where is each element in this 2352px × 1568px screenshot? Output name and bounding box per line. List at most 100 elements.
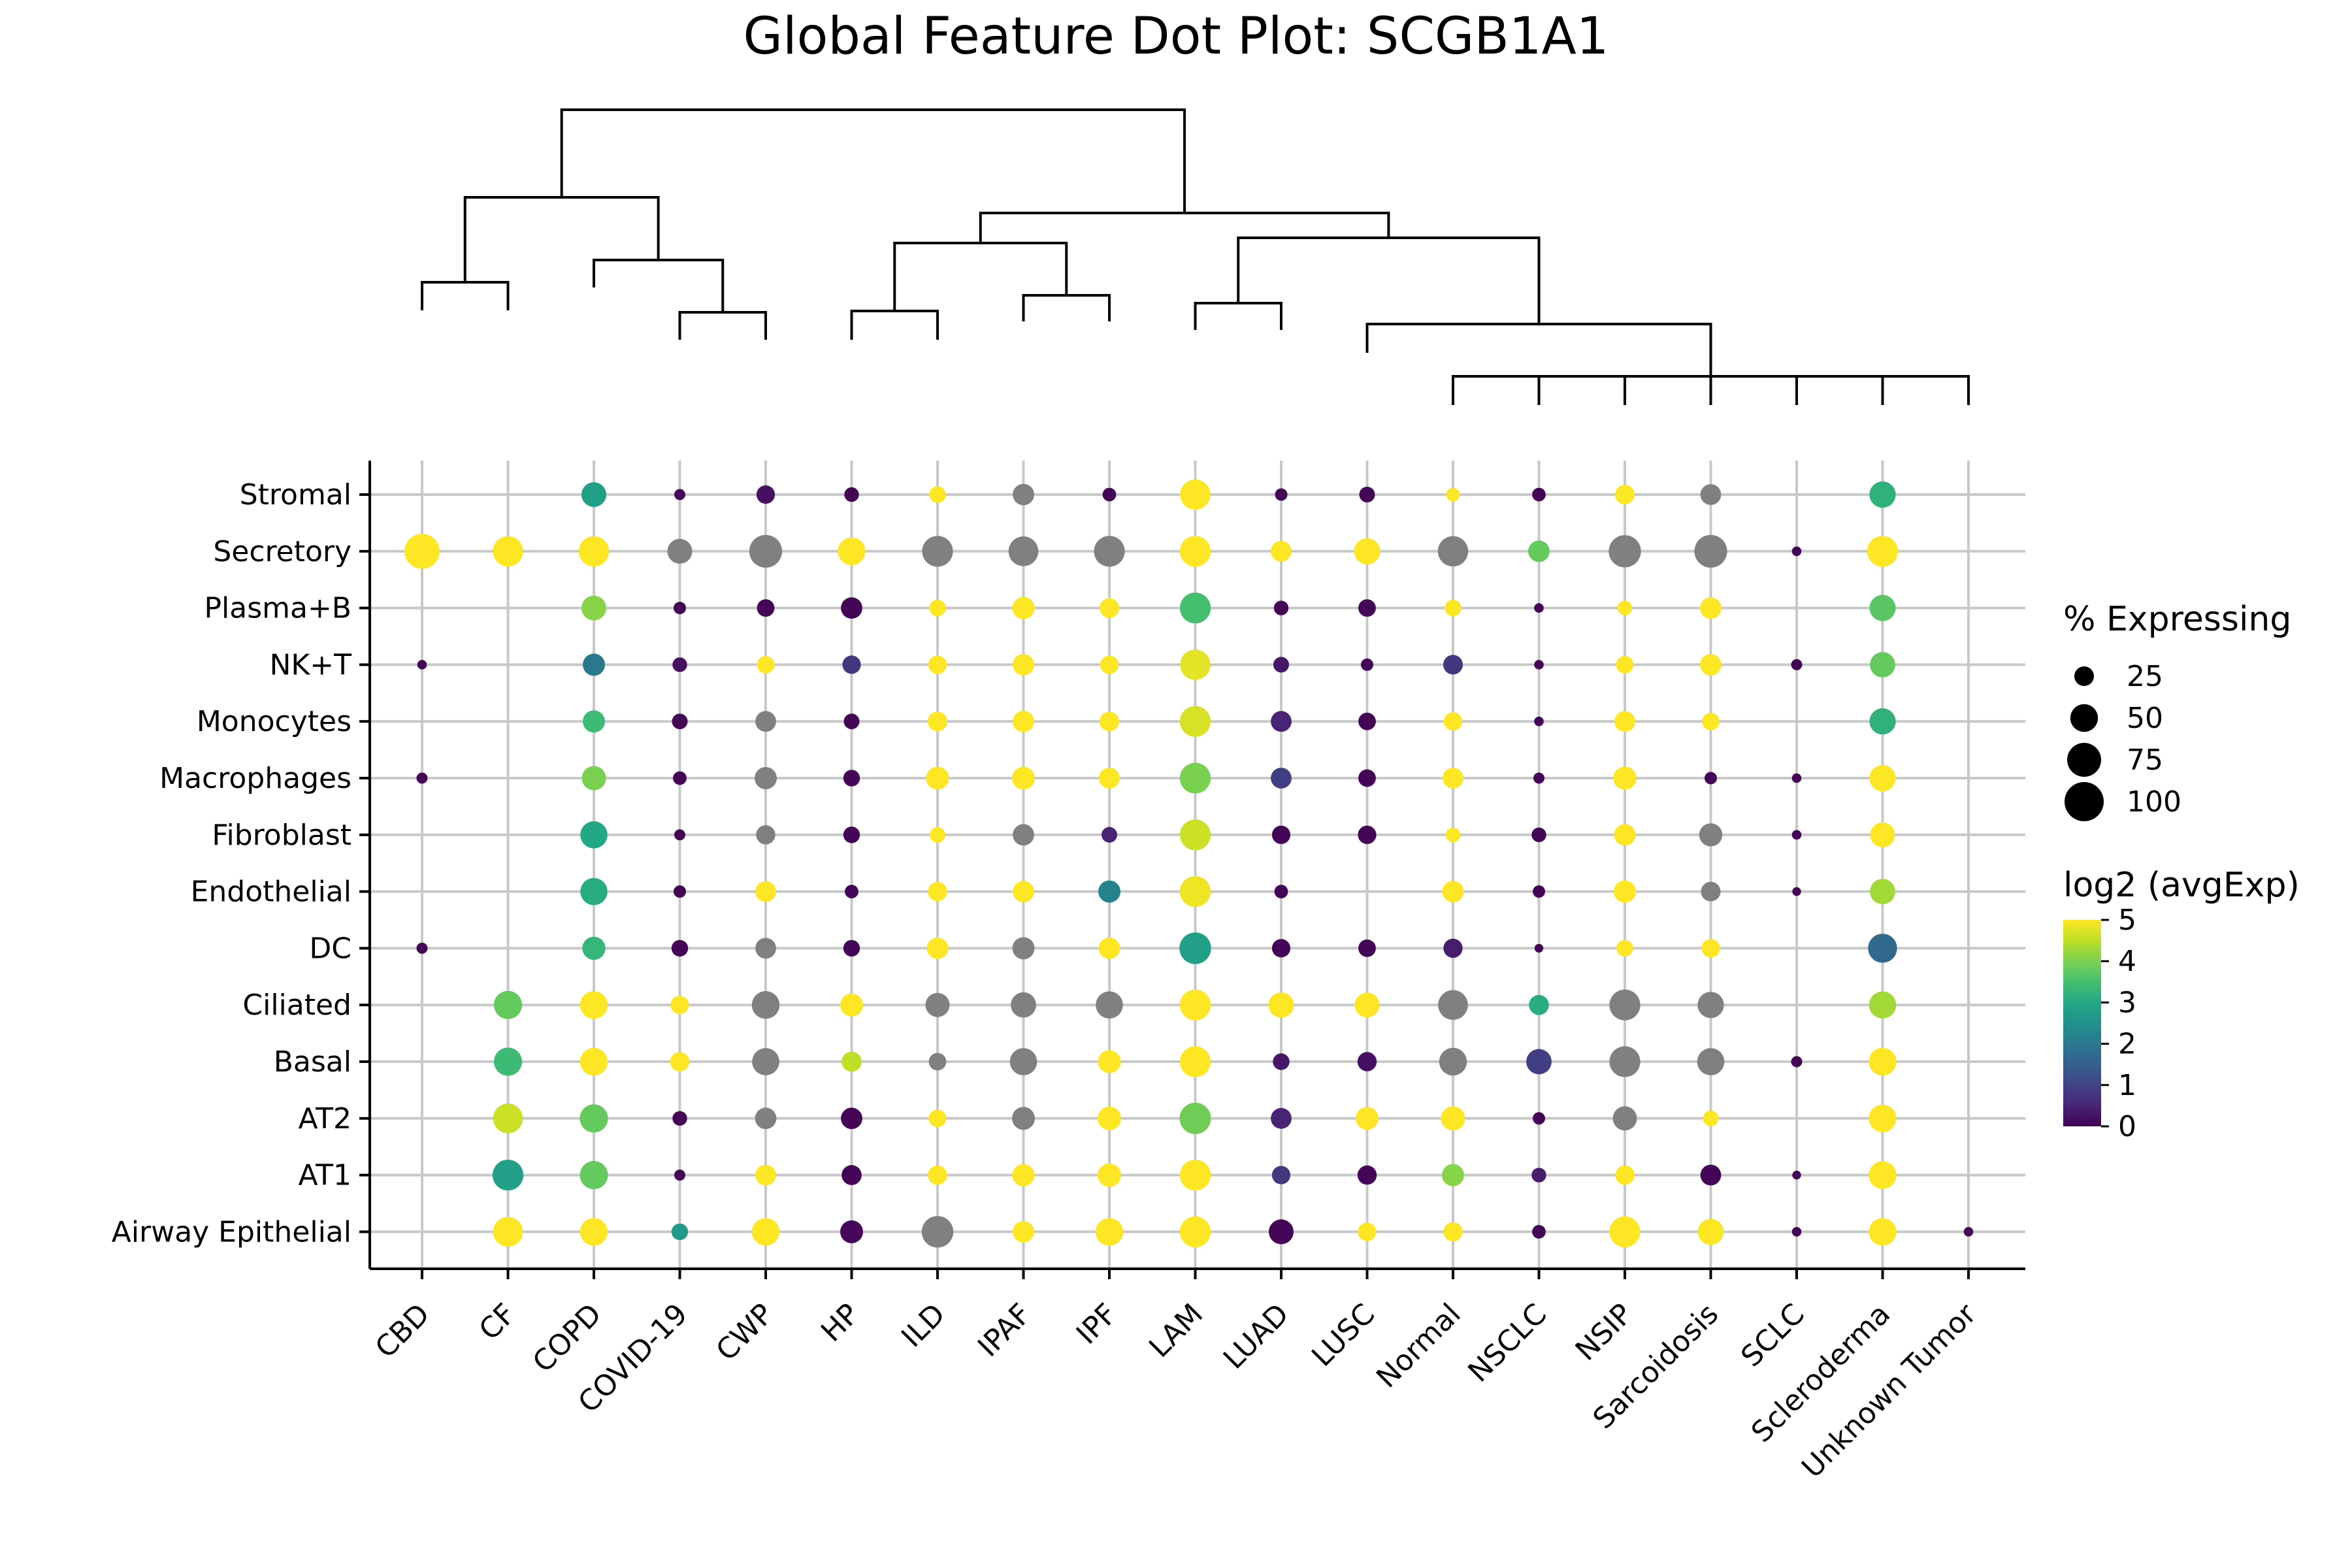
point-nsclc-nk-t: [1534, 660, 1544, 670]
colorbar-ticks: 0 1 2 3 4 5: [2101, 904, 2136, 1143]
point-ipf-stromal: [1102, 487, 1117, 502]
point-cwp-secretory: [749, 534, 783, 568]
point-ild-at2: [928, 1109, 947, 1128]
y-tick-label-ciliated: Ciliated: [242, 988, 351, 1022]
point-covid-19-ciliated: [670, 996, 689, 1015]
point-hp-ciliated: [840, 993, 863, 1017]
point-nsip-plasma-b: [1617, 600, 1633, 615]
point-nsip-dc: [1616, 939, 1633, 957]
point-luad-dc: [1271, 939, 1291, 958]
point-ipaf-monocytes: [1013, 710, 1034, 732]
point-sarcoidosis-basal: [1697, 1048, 1725, 1075]
point-cwp-macrophages: [755, 767, 777, 789]
point-cwp-monocytes: [755, 711, 776, 732]
point-ild-dc: [926, 938, 949, 959]
point-hp-dc: [843, 939, 860, 957]
size-legend-marker-25: [2074, 666, 2094, 686]
point-luad-at2: [1271, 1107, 1292, 1129]
point-normal-stromal: [1446, 487, 1460, 502]
point-ild-secretory: [922, 536, 953, 567]
point-cf-at2: [493, 1103, 523, 1134]
point-scleroderma-dc: [1868, 934, 1897, 963]
size-legend-marker-100: [2065, 782, 2104, 821]
point-lam-airway-epithelial: [1179, 1216, 1211, 1247]
point-lam-fibroblast: [1179, 819, 1211, 851]
point-lam-plasma-b: [1179, 593, 1211, 624]
point-luad-ciliated: [1268, 992, 1294, 1018]
y-tick-label-secretory: Secretory: [213, 535, 351, 568]
point-ild-macrophages: [926, 766, 949, 790]
point-covid-19-dc: [671, 939, 689, 957]
point-scleroderma-nk-t: [1870, 652, 1895, 678]
point-nsip-monocytes: [1614, 711, 1635, 732]
point-lam-secretory: [1179, 536, 1211, 567]
point-ipaf-endothelial: [1013, 881, 1034, 902]
point-sarcoidosis-nk-t: [1700, 654, 1722, 676]
point-sarcoidosis-ciliated: [1697, 992, 1724, 1019]
point-luad-monocytes: [1271, 711, 1292, 732]
point-nsclc-endothelial: [1533, 885, 1545, 898]
y-tick-label-fibroblast: Fibroblast: [212, 819, 351, 852]
point-sarcoidosis-plasma-b: [1700, 597, 1722, 619]
point-sarcoidosis-stromal: [1700, 484, 1722, 505]
point-luad-secretory: [1271, 540, 1292, 562]
colorbar: [2063, 920, 2101, 1126]
point-copd-stromal: [581, 482, 606, 507]
point-scleroderma-monocytes: [1869, 708, 1896, 735]
size-legend-label-50: 50: [2127, 702, 2163, 735]
point-lusc-fibroblast: [1358, 825, 1377, 844]
point-ipf-at2: [1098, 1106, 1121, 1130]
point-lusc-secretory: [1354, 538, 1380, 564]
point-hp-secretory: [838, 537, 866, 565]
size-legend-marker-50: [2070, 704, 2099, 732]
point-ild-airway-epithelial: [921, 1216, 954, 1248]
point-hp-basal: [841, 1051, 862, 1072]
point-nsclc-airway-epithelial: [1532, 1225, 1546, 1239]
point-lam-at1: [1179, 1160, 1211, 1191]
y-tick-label-at1: AT1: [298, 1159, 351, 1192]
point-covid-19-secretory: [667, 538, 693, 564]
point-ipf-at1: [1098, 1163, 1121, 1187]
point-hp-plasma-b: [841, 597, 862, 619]
point-cwp-at1: [755, 1164, 776, 1186]
point-nsclc-stromal: [1532, 487, 1546, 502]
point-ipf-basal: [1098, 1050, 1121, 1073]
point-nsip-macrophages: [1613, 766, 1637, 790]
dendro-root: [560, 108, 1186, 213]
point-nsip-airway-epithelial: [1609, 1216, 1641, 1247]
point-ipf-dc: [1098, 938, 1120, 959]
point-ild-nk-t: [928, 655, 947, 674]
point-ild-ciliated: [925, 992, 950, 1017]
point-lusc-dc: [1358, 939, 1376, 957]
point-covid-19-monocytes: [672, 713, 688, 730]
point-luad-fibroblast: [1271, 825, 1291, 844]
point-nsclc-at1: [1531, 1168, 1546, 1183]
size-legend-marker-75: [2067, 743, 2101, 777]
point-cwp-airway-epithelial: [751, 1218, 780, 1246]
point-ipf-nk-t: [1100, 655, 1119, 674]
point-covid-19-macrophages: [673, 771, 687, 785]
point-hp-monocytes: [843, 713, 860, 730]
y-tick-label-endothelial: Endothelial: [191, 875, 351, 909]
colorbar-tick-label-0: 0: [2118, 1110, 2136, 1143]
point-cwp-endothelial: [755, 881, 776, 902]
point-lusc-ciliated: [1354, 992, 1380, 1018]
point-cwp-plasma-b: [757, 599, 775, 617]
point-hp-at1: [841, 1165, 862, 1185]
point-ipaf-nk-t: [1013, 654, 1034, 676]
point-copd-at2: [580, 1104, 608, 1133]
y-tick-label-nk-t: NK+T: [269, 648, 351, 681]
y-tick-label-airway-epithelial: Airway Epithelial: [112, 1215, 351, 1249]
point-sclc-basal: [1791, 1056, 1803, 1068]
point-nsclc-at2: [1533, 1112, 1545, 1125]
point-cf-secretory: [493, 536, 523, 566]
point-cbd-secretory: [404, 534, 440, 569]
point-ipaf-plasma-b: [1012, 596, 1035, 619]
point-ipf-endothelial: [1098, 880, 1120, 903]
point-sclc-fibroblast: [1791, 830, 1802, 840]
point-cf-airway-epithelial: [493, 1217, 523, 1247]
colorbar-tick-label-3: 3: [2118, 986, 2136, 1019]
point-sclc-macrophages: [1791, 773, 1802, 783]
point-lusc-stromal: [1359, 487, 1375, 502]
